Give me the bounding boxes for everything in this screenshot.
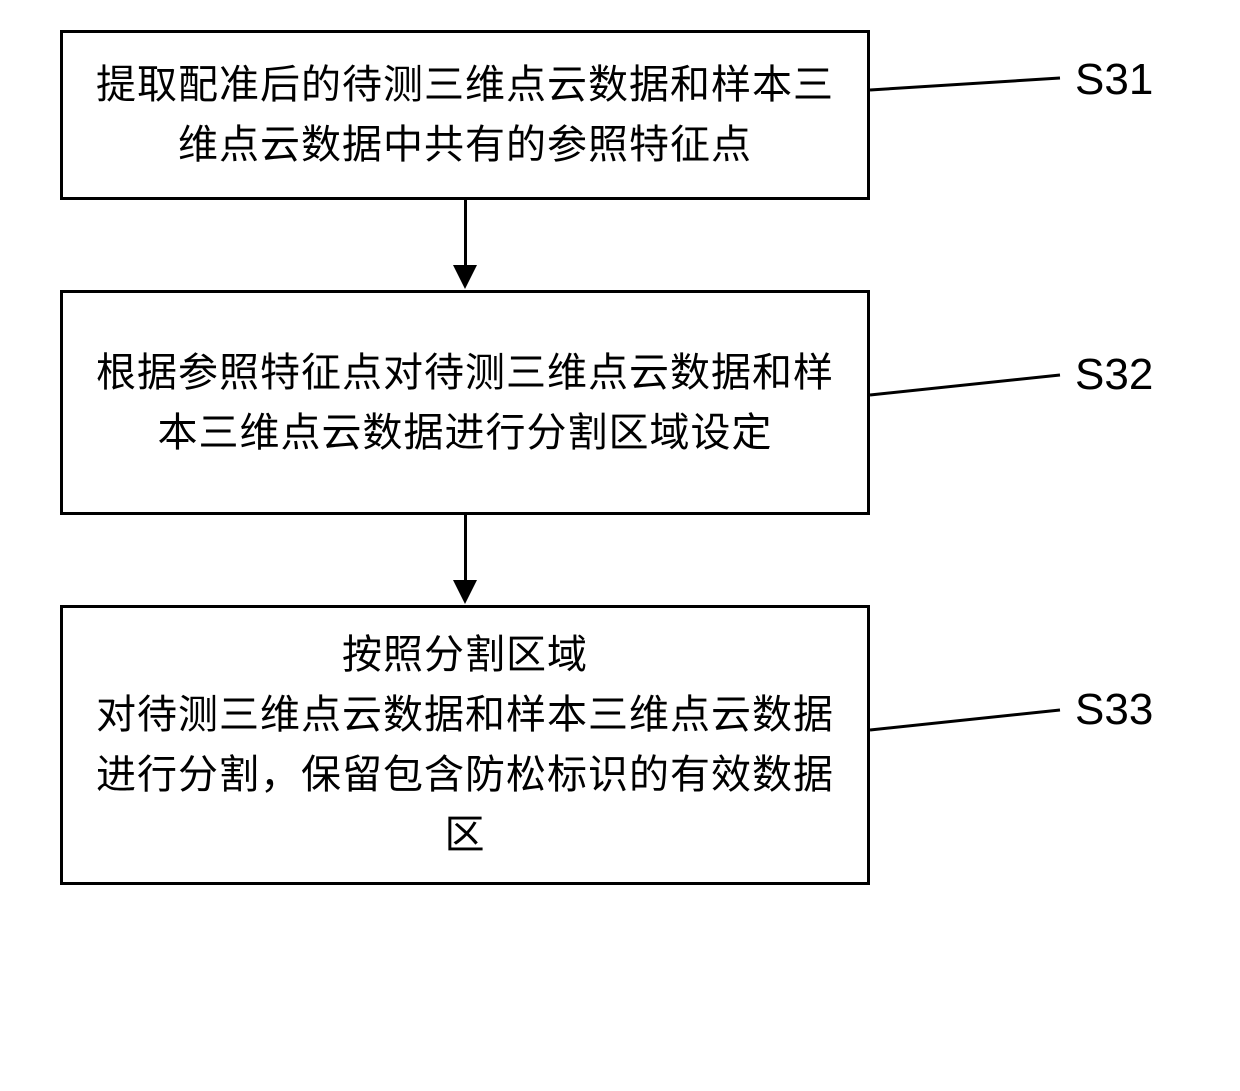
arrow-s32-s33: [60, 515, 870, 605]
arrow-head: [453, 580, 477, 604]
step-text-s33: 按照分割区域 对待测三维点云数据和样本三维点云数据进行分割，保留包含防松标识的有…: [93, 625, 837, 865]
flowchart-container: 提取配准后的待测三维点云数据和样本三维点云数据中共有的参照特征点 根据参照特征点…: [60, 30, 1180, 885]
step-box-s31: 提取配准后的待测三维点云数据和样本三维点云数据中共有的参照特征点: [60, 30, 870, 200]
step-box-s33: 按照分割区域 对待测三维点云数据和样本三维点云数据进行分割，保留包含防松标识的有…: [60, 605, 870, 885]
arrow-line: [464, 515, 467, 585]
step-label-s32: S32: [1075, 350, 1153, 400]
step-label-s33: S33: [1075, 685, 1153, 735]
arrow-line: [464, 200, 467, 270]
step-text-s31: 提取配准后的待测三维点云数据和样本三维点云数据中共有的参照特征点: [93, 55, 837, 175]
arrow-head: [453, 265, 477, 289]
step-box-s32: 根据参照特征点对待测三维点云数据和样本三维点云数据进行分割区域设定: [60, 290, 870, 515]
arrow-s31-s32: [60, 200, 870, 290]
step-text-s32: 根据参照特征点对待测三维点云数据和样本三维点云数据进行分割区域设定: [93, 343, 837, 463]
step-label-s31: S31: [1075, 55, 1153, 105]
